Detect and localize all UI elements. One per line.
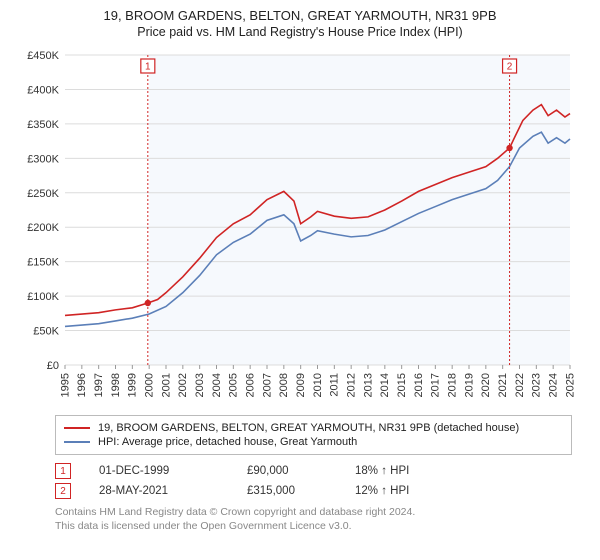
marker-delta-1: 18% ↑ HPI <box>355 465 455 477</box>
svg-text:2020: 2020 <box>480 373 492 397</box>
svg-text:£450K: £450K <box>27 50 59 62</box>
svg-text:£400K: £400K <box>27 84 59 96</box>
svg-text:2008: 2008 <box>278 373 290 397</box>
marker-delta-2: 12% ↑ HPI <box>355 485 455 497</box>
svg-text:£0: £0 <box>47 360 59 372</box>
svg-text:2024: 2024 <box>547 373 559 397</box>
svg-text:2001: 2001 <box>160 373 172 397</box>
svg-text:2007: 2007 <box>261 373 273 397</box>
svg-text:2025: 2025 <box>564 373 576 397</box>
svg-text:1995: 1995 <box>59 373 71 397</box>
line-chart: £0 £50K £100K £150K £200K £250K £300K £350K £400… <box>20 47 580 407</box>
chart-title-line1: 19, BROOM GARDENS, BELTON, GREAT YARMOUT… <box>10 8 590 23</box>
svg-text:£150K: £150K <box>27 257 59 269</box>
legend-item-hpi: HPI: Average price, detached house, Grea… <box>64 435 563 449</box>
legend-swatch-hpi <box>64 441 90 443</box>
svg-text:2011: 2011 <box>329 373 341 397</box>
svg-text:2006: 2006 <box>244 373 256 397</box>
svg-text:£100K: £100K <box>27 291 59 303</box>
footer-line2: This data is licensed under the Open Gov… <box>55 519 572 533</box>
svg-text:2014: 2014 <box>379 373 391 397</box>
svg-text:2: 2 <box>507 62 513 73</box>
svg-text:2010: 2010 <box>312 373 324 397</box>
marker-date-1: 01-DEC-1999 <box>99 465 219 477</box>
svg-text:£50K: £50K <box>33 326 59 338</box>
svg-text:£300K: £300K <box>27 153 59 165</box>
svg-text:1998: 1998 <box>110 373 122 397</box>
legend-label-hpi: HPI: Average price, detached house, Grea… <box>98 436 357 448</box>
svg-text:2004: 2004 <box>211 373 223 397</box>
legend-swatch-property <box>64 427 90 429</box>
markers-list: 1 01-DEC-1999 £90,000 18% ↑ HPI 2 28-MAY… <box>55 461 572 501</box>
svg-text:2016: 2016 <box>413 373 425 397</box>
svg-text:1999: 1999 <box>127 373 139 397</box>
chart-title-line2: Price paid vs. HM Land Registry's House … <box>10 25 590 39</box>
marker-date-2: 28-MAY-2021 <box>99 485 219 497</box>
marker-badge-1: 1 <box>55 463 71 479</box>
legend-label-property: 19, BROOM GARDENS, BELTON, GREAT YARMOUT… <box>98 422 519 434</box>
svg-text:2018: 2018 <box>446 373 458 397</box>
svg-text:2005: 2005 <box>228 373 240 397</box>
marker-price-2: £315,000 <box>247 485 327 497</box>
svg-text:2022: 2022 <box>514 373 526 397</box>
svg-text:2017: 2017 <box>430 373 442 397</box>
svg-text:1996: 1996 <box>76 373 88 397</box>
svg-text:2012: 2012 <box>345 373 357 397</box>
legend: 19, BROOM GARDENS, BELTON, GREAT YARMOUT… <box>55 415 572 455</box>
svg-text:£200K: £200K <box>27 222 59 234</box>
svg-text:2021: 2021 <box>497 373 509 397</box>
svg-text:2015: 2015 <box>396 373 408 397</box>
legend-item-property: 19, BROOM GARDENS, BELTON, GREAT YARMOUT… <box>64 421 563 435</box>
svg-text:2023: 2023 <box>531 373 543 397</box>
svg-text:2009: 2009 <box>295 373 307 397</box>
svg-text:2019: 2019 <box>463 373 475 397</box>
chart-title-block: 19, BROOM GARDENS, BELTON, GREAT YARMOUT… <box>10 8 590 39</box>
footer-line1: Contains HM Land Registry data © Crown c… <box>55 505 572 519</box>
svg-text:2002: 2002 <box>177 373 189 397</box>
footer: Contains HM Land Registry data © Crown c… <box>55 505 572 533</box>
svg-text:2000: 2000 <box>143 373 155 397</box>
marker-row-2: 2 28-MAY-2021 £315,000 12% ↑ HPI <box>55 481 572 501</box>
svg-text:2013: 2013 <box>362 373 374 397</box>
svg-text:£250K: £250K <box>27 188 59 200</box>
svg-text:£350K: £350K <box>27 119 59 131</box>
marker-price-1: £90,000 <box>247 465 327 477</box>
marker-row-1: 1 01-DEC-1999 £90,000 18% ↑ HPI <box>55 461 572 481</box>
svg-text:2003: 2003 <box>194 373 206 397</box>
chart-area: £0 £50K £100K £150K £200K £250K £300K £350K £400… <box>20 47 580 407</box>
marker-badge-2: 2 <box>55 483 71 499</box>
svg-text:1997: 1997 <box>93 373 105 397</box>
svg-text:1: 1 <box>145 62 151 73</box>
